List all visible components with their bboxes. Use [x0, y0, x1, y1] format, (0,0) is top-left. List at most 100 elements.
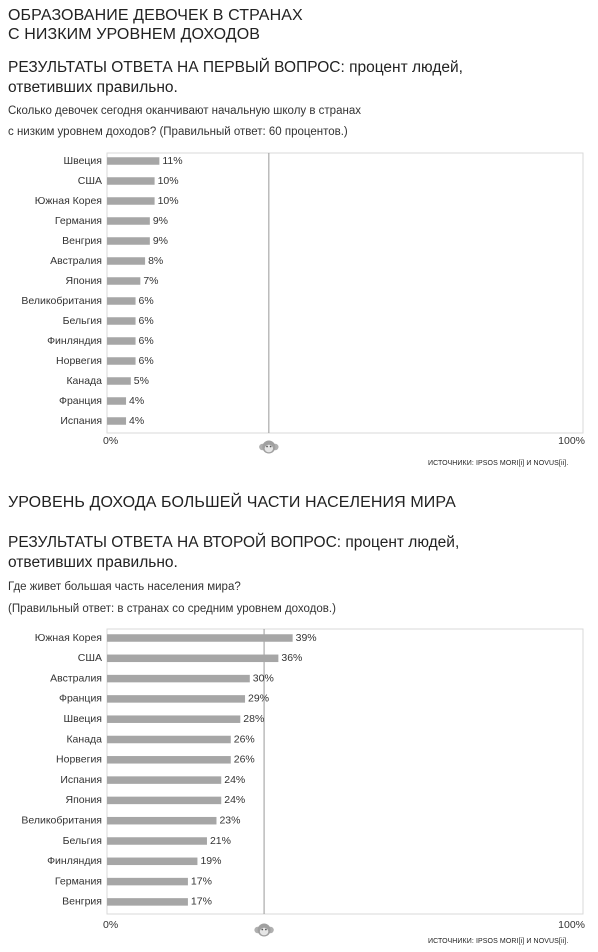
- monkey-icon: [259, 440, 279, 454]
- section2-question-line2: (Правильный ответ: в странах со средним …: [8, 603, 336, 615]
- value-label: 8%: [148, 255, 163, 267]
- bar: [107, 317, 136, 325]
- category-label: Франция: [59, 693, 102, 705]
- monkey-icon: [254, 923, 274, 937]
- value-label: 23%: [219, 814, 240, 826]
- bar: [107, 776, 222, 784]
- value-label: 4%: [129, 395, 144, 407]
- value-label: 9%: [153, 215, 168, 227]
- category-label: Испания: [60, 415, 102, 427]
- bar: [107, 837, 207, 845]
- category-label: Финляндия: [47, 855, 102, 867]
- bar: [107, 157, 160, 165]
- bar: [107, 357, 136, 365]
- category-label: Австралия: [50, 255, 102, 267]
- bar: [107, 177, 155, 185]
- x-tick-label: 100%: [558, 919, 585, 931]
- value-label: 6%: [139, 295, 154, 307]
- category-label: Южная Корея: [35, 195, 102, 207]
- x-tick-label: 100%: [558, 435, 585, 447]
- plot-frame: [106, 152, 584, 434]
- category-label: Бельгия: [63, 835, 102, 847]
- category-label: Австралия: [50, 672, 102, 684]
- category-label: Германия: [55, 875, 102, 887]
- category-label: Швеция: [64, 155, 103, 167]
- bar: [107, 417, 127, 425]
- category-label: Норвегия: [56, 754, 102, 766]
- value-label: 10%: [158, 175, 179, 187]
- value-label: 4%: [129, 415, 144, 427]
- value-label: 21%: [210, 835, 231, 847]
- category-label: Великобритания: [21, 814, 102, 826]
- bar: [107, 337, 136, 345]
- category-label: Финляндия: [47, 335, 102, 347]
- section2-question-title-line1: РЕЗУЛЬТАТЫ ОТВЕТА НА ВТОРОЙ ВОПРОС: проц…: [8, 534, 460, 551]
- value-label: 17%: [191, 875, 212, 887]
- category-label: Япония: [66, 275, 102, 287]
- value-label: 9%: [153, 235, 168, 247]
- section1-question-line1: Сколько девочек сегодня оканчивают начал…: [8, 105, 361, 117]
- section2-title: УРОВЕНЬ ДОХОДА БОЛЬШЕЙ ЧАСТИ НАСЕЛЕНИЯ М…: [8, 494, 456, 511]
- bar: [107, 237, 150, 245]
- bar: [107, 277, 141, 285]
- chart-2: Южная Корея 39% США 36% Австралия 30% Франция 2…: [21, 628, 585, 937]
- chart-1: Швеция 11% США 10% Южная Корея 10% Германия 9% В…: [21, 152, 585, 454]
- value-label: 36%: [281, 652, 302, 664]
- plot-frame: [106, 628, 584, 915]
- category-label: Южная Корея: [35, 632, 102, 644]
- bar: [107, 217, 150, 225]
- category-label: Франция: [59, 395, 102, 407]
- x-tick-label: 0%: [103, 435, 118, 447]
- chart-2-source: ИСТОЧНИКИ: IPSOS MORI[i] И NOVUS[ii].: [428, 938, 569, 945]
- category-label: Венгрия: [62, 235, 102, 247]
- category-label: Венгрия: [62, 896, 102, 908]
- category-label: Германия: [55, 215, 102, 227]
- value-label: 10%: [158, 195, 179, 207]
- category-label: Канада: [66, 733, 102, 745]
- value-label: 26%: [234, 733, 255, 745]
- category-label: США: [78, 175, 102, 187]
- section1-question-line2: с низким уровнем доходов? (Правильный от…: [8, 126, 348, 138]
- category-label: Бельгия: [63, 315, 102, 327]
- value-label: 5%: [134, 375, 149, 387]
- value-label: 11%: [162, 155, 182, 167]
- bar: [107, 735, 231, 744]
- bar: [107, 377, 131, 385]
- category-label: Швеция: [64, 713, 103, 725]
- bar: [107, 695, 246, 703]
- value-label: 7%: [143, 275, 158, 287]
- value-label: 6%: [139, 335, 154, 347]
- category-label: Испания: [60, 774, 102, 786]
- bar: [107, 674, 250, 683]
- bar: [107, 877, 188, 886]
- chart-1-source: ИСТОЧНИКИ: IPSOS MORI[i] И NOVUS[ii].: [428, 460, 569, 467]
- category-label: Канада: [66, 375, 102, 387]
- bar: [107, 654, 279, 663]
- value-label: 17%: [191, 896, 212, 908]
- value-label: 30%: [253, 672, 274, 684]
- value-label: 6%: [139, 315, 154, 327]
- section1-question-title-line1: РЕЗУЛЬТАТЫ ОТВЕТА НА ПЕРВЫЙ ВОПРОС: проц…: [8, 59, 463, 76]
- bar: [107, 634, 293, 642]
- value-label: 26%: [234, 754, 255, 766]
- category-label: Япония: [66, 794, 102, 806]
- section2-question-line1: Где живет большая часть населения мира?: [8, 581, 241, 593]
- value-label: 28%: [243, 713, 264, 725]
- bar: [107, 898, 188, 906]
- value-label: 19%: [200, 855, 221, 867]
- category-label: Великобритания: [21, 295, 102, 307]
- bar: [107, 715, 241, 723]
- value-label: 29%: [248, 693, 269, 705]
- value-label: 39%: [296, 632, 317, 644]
- bar: [107, 197, 155, 205]
- bar: [107, 796, 222, 805]
- bar: [107, 756, 231, 764]
- section1-title-line2: С НИЗКИМ УРОВНЕМ ДОХОДОВ: [8, 26, 261, 43]
- value-label: 6%: [139, 355, 154, 367]
- bar: [107, 397, 127, 405]
- category-label: Норвегия: [56, 355, 102, 367]
- bar: [107, 857, 198, 866]
- value-label: 24%: [224, 794, 245, 806]
- section2-question-title-line2: ответивших правильно.: [8, 554, 178, 571]
- section1-title-line1: ОБРАЗОВАНИЕ ДЕВОЧЕК В СТРАНАХ: [8, 7, 303, 24]
